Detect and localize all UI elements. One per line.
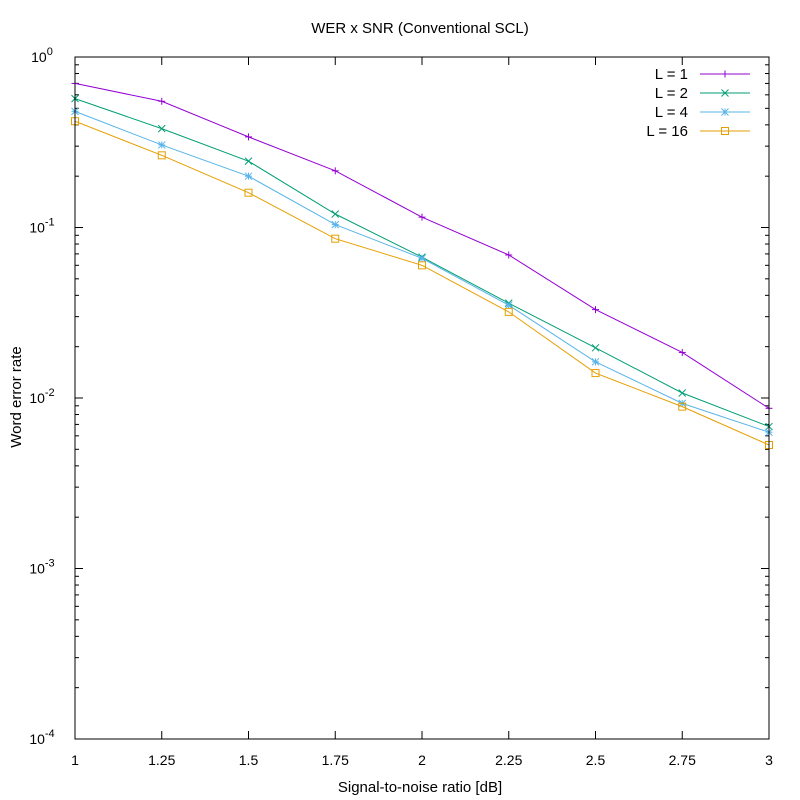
y-tick-exponent: -1 [45, 217, 55, 229]
y-tick-base: 10 [31, 49, 47, 65]
legend-label: L = 16 [646, 123, 688, 140]
data-point [331, 167, 339, 175]
plot-series [71, 79, 773, 450]
chart-title: WER x SNR (Conventional SCL) [311, 20, 529, 37]
y-tick-exponent: -3 [45, 558, 55, 570]
series-star [71, 107, 773, 437]
data-point [245, 133, 252, 141]
data-point [591, 369, 600, 378]
data-point [158, 97, 166, 105]
legend-marker [721, 70, 729, 78]
data-point [504, 307, 513, 316]
axis-ticks: 1 1.25 1.5 1.75 2 2.25 2.5 2.75 310-410-310-210-… [29, 46, 773, 768]
data-point [157, 124, 166, 133]
y-tick-base: 10 [29, 561, 45, 577]
series-cross [71, 94, 773, 431]
x-axis-label: Signal-to-noise ratio [dB] [338, 779, 502, 796]
legend-label: L = 2 [655, 85, 688, 102]
data-point [331, 234, 340, 243]
x-tick-label: 2.5 [586, 752, 606, 768]
x-tick-label: 2.75 [669, 752, 696, 768]
data-point [244, 172, 253, 181]
legend: L = 1 L = 2 L = 4 L = 16 [646, 66, 750, 140]
series-line [74, 98, 770, 428]
data-point [157, 151, 166, 160]
legend-label: L = 4 [655, 104, 688, 121]
y-tick-base: 10 [29, 390, 45, 406]
data-point [418, 254, 426, 263]
y-tick-label: 10-1 [29, 217, 54, 236]
y-tick-label: 10-3 [29, 558, 54, 577]
y-axis-label: Word error rate [8, 346, 25, 447]
data-point [418, 213, 426, 221]
data-point [244, 188, 253, 197]
data-point [418, 261, 426, 270]
legend-marker [721, 127, 729, 135]
y-tick-exponent: -4 [45, 728, 55, 740]
x-tick-label: 3 [765, 752, 773, 768]
x-tick-label: 1.5 [239, 752, 259, 768]
y-tick-base: 10 [29, 731, 45, 747]
y-tick-exponent: -2 [45, 387, 55, 399]
data-point [678, 348, 686, 356]
data-point [678, 402, 687, 411]
y-tick-label: 10-2 [29, 387, 54, 406]
data-point [591, 343, 600, 352]
series-line [74, 120, 770, 446]
legend-marker [721, 89, 729, 97]
legend-marker [721, 108, 729, 116]
data-point [591, 357, 600, 366]
data-point [505, 251, 513, 259]
series-square [71, 117, 773, 450]
x-tick-label: 1.25 [148, 752, 175, 768]
x-tick-label: 2.25 [495, 752, 522, 768]
data-point [331, 220, 340, 229]
x-tick-label: 1.75 [322, 752, 349, 768]
y-tick-base: 10 [29, 220, 45, 236]
x-tick-label: 1 [71, 752, 79, 768]
data-point [678, 389, 687, 397]
data-point [244, 157, 253, 166]
data-point [331, 210, 340, 218]
legend-label: L = 1 [655, 66, 688, 83]
data-point [504, 301, 513, 310]
data-point [592, 306, 599, 314]
y-tick-exponent: 0 [47, 46, 53, 58]
x-tick-label: 2 [418, 752, 426, 768]
plot-frame [74, 56, 770, 740]
data-point [157, 141, 166, 149]
y-tick-label: 10-4 [29, 728, 54, 747]
y-tick-label: 100 [31, 46, 53, 65]
